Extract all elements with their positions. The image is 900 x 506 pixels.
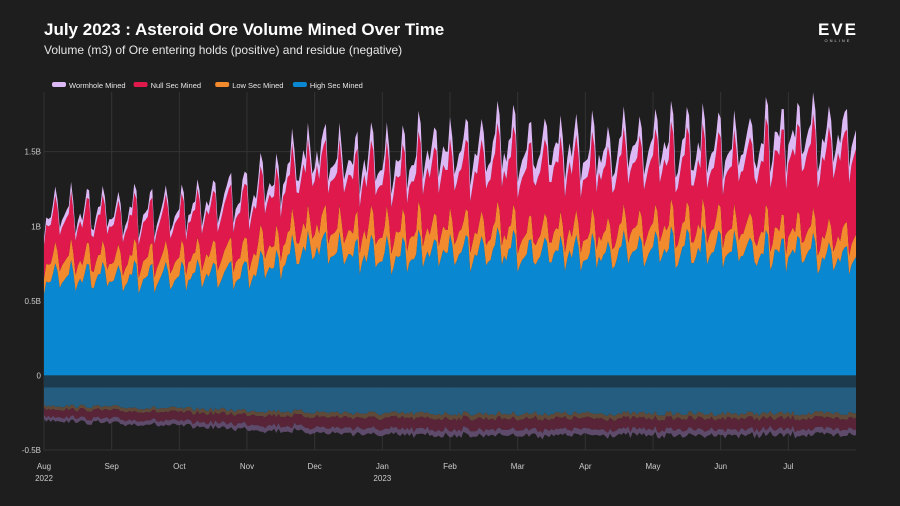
x-tick-label: Jan [376, 462, 389, 471]
x-tick-label: Sep [105, 462, 120, 471]
logo-mark: EVE [817, 20, 859, 39]
residue-layer [44, 407, 856, 434]
x-tick-label: Nov [240, 462, 254, 471]
area-wormhole-mined [44, 92, 856, 246]
residue-band [44, 375, 856, 388]
y-tick-label: 0 [37, 371, 42, 380]
residue-layer [44, 404, 856, 422]
y-tick-label: 1.5B [25, 148, 41, 157]
residue-layer [44, 387, 856, 417]
legend-swatch [292, 82, 307, 87]
residue-areas [44, 375, 856, 440]
residue-layer [44, 414, 856, 440]
x-tick-label: Feb [443, 462, 457, 471]
legend-swatch [52, 82, 66, 87]
y-tick-label: -0.5B [22, 446, 41, 455]
x-tick-label: Dec [308, 462, 322, 471]
x-tick-label: May [645, 462, 660, 471]
x-tick-label: Jun [714, 462, 727, 471]
y-axis: -0.5B 0 0.5B 1B 1.5B [22, 148, 42, 455]
x-tick-label: Aug [37, 462, 51, 471]
legend-swatch [215, 82, 230, 87]
x-tick-label: Apr [579, 462, 592, 471]
legend-label: High Sec Mined [310, 81, 363, 90]
x-tick-label: Oct [173, 462, 186, 471]
legend-label: Wormhole Mined [69, 81, 126, 90]
chart-subtitle: Volume (m3) of Ore entering holds (posit… [44, 43, 403, 57]
legend-swatch [133, 82, 148, 87]
area-low-sec-mined [44, 198, 856, 295]
legend: Wormhole Mined Null Sec Mined Low Sec Mine… [52, 81, 363, 90]
legend-label: Null Sec Mined [151, 81, 201, 90]
legend-label: Low Sec Mined [232, 81, 283, 90]
eve-online-logo: EVE ONLINE [812, 20, 864, 44]
y-tick-label: 0.5B [25, 297, 41, 306]
x-tick-label: Jul [783, 462, 793, 471]
x-tick-year: 2022 [35, 474, 53, 483]
area-high-sec-mined [44, 225, 856, 376]
y-tick-label: 1B [31, 222, 41, 231]
logo-subtext: ONLINE [824, 38, 852, 43]
x-tick-label: Mar [511, 462, 525, 471]
series-areas [44, 92, 856, 376]
x-tick-year: 2023 [373, 474, 391, 483]
x-axis: Aug 2022 Sep Oct Nov Dec Jan 2023 Feb Mar Apr May Ju… [35, 462, 794, 483]
chart-title: July 2023 : Asteroid Ore Volume Mined Ov… [44, 20, 445, 39]
